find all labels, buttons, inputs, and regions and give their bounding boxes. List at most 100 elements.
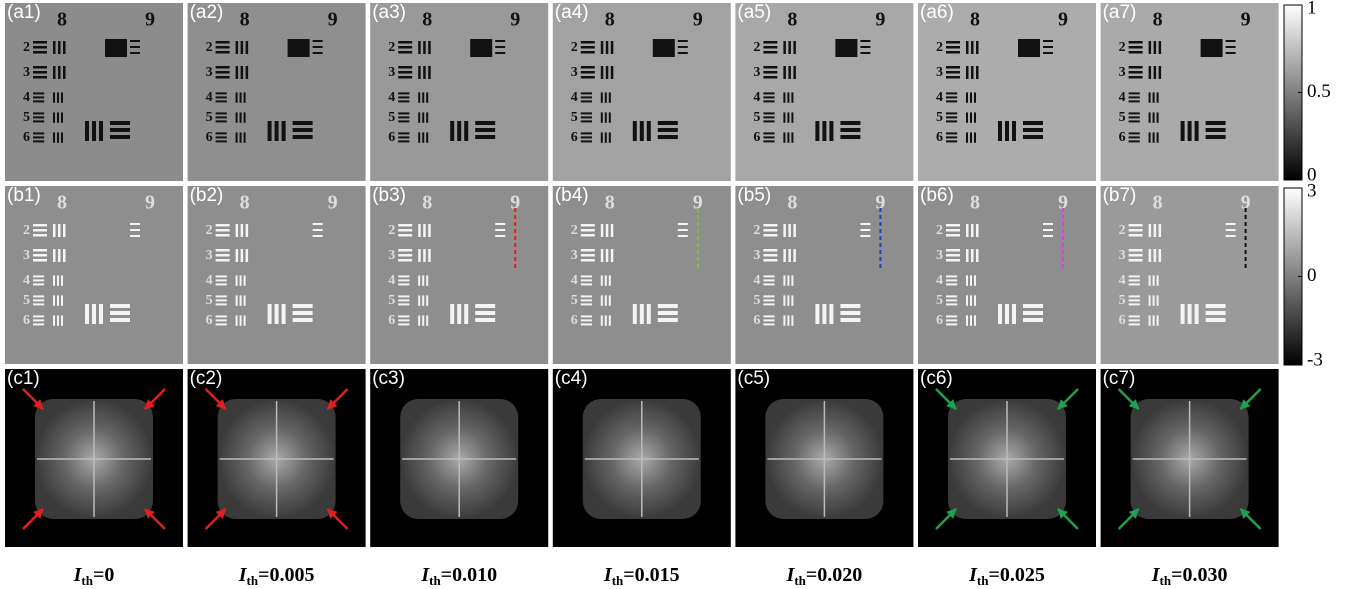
target-bar xyxy=(33,299,44,301)
target-number: 6 xyxy=(1119,130,1126,145)
target-bar xyxy=(53,295,55,305)
target-bar xyxy=(946,249,960,252)
target-bar xyxy=(763,275,774,277)
target-number: 2 xyxy=(753,223,760,238)
panel-label: (a3) xyxy=(372,2,406,23)
target-bar xyxy=(216,71,230,74)
target-bar xyxy=(763,120,774,122)
target-bar xyxy=(763,234,777,237)
target-bar xyxy=(783,66,786,79)
target-bar xyxy=(763,71,777,74)
target-bar xyxy=(633,121,637,141)
target-bar xyxy=(970,295,972,305)
panel-label: (a7) xyxy=(1103,2,1137,23)
target-bar xyxy=(763,76,777,79)
target-bar xyxy=(793,41,796,54)
target-bar xyxy=(581,299,592,301)
target-bar xyxy=(216,66,230,69)
target-bar xyxy=(1129,132,1140,134)
target-bar xyxy=(966,112,968,122)
target-bar xyxy=(763,132,774,134)
target-number: 9 xyxy=(693,9,703,31)
target-bar xyxy=(1012,121,1016,141)
target-bar xyxy=(63,224,66,237)
target-bar xyxy=(791,315,793,325)
target-bar xyxy=(860,223,870,225)
target-bar xyxy=(398,315,409,317)
target-bar xyxy=(791,92,793,102)
target-bar xyxy=(647,304,651,324)
panel-label: (c2) xyxy=(190,368,223,389)
target-number: 9 xyxy=(145,192,155,214)
target-bar xyxy=(791,295,793,305)
target-bar xyxy=(216,234,230,237)
target-bar xyxy=(57,315,59,325)
target-bar xyxy=(236,295,238,305)
target-bar xyxy=(241,66,244,79)
target-bar xyxy=(1206,135,1226,139)
target-bar xyxy=(946,100,957,102)
colorbar-tick-label: -3 xyxy=(1307,349,1323,370)
target-bar xyxy=(53,92,55,102)
target-bar xyxy=(946,96,957,98)
target-number: 8 xyxy=(787,192,797,214)
target-bar xyxy=(581,295,592,297)
target-number: 5 xyxy=(753,293,760,308)
panel-label: (c6) xyxy=(920,368,953,389)
target-bar xyxy=(840,311,860,315)
target-number: 8 xyxy=(240,9,250,31)
target-bar xyxy=(946,275,957,277)
target-bar xyxy=(293,304,313,308)
target-bar xyxy=(422,132,424,142)
target-bar xyxy=(609,112,611,122)
target-bar xyxy=(422,112,424,122)
target-bar xyxy=(1149,249,1152,262)
target-bar xyxy=(275,121,279,141)
target-bar xyxy=(246,224,249,237)
target-number: 2 xyxy=(388,40,395,55)
target-bar xyxy=(783,112,785,122)
threshold-label: Ith=0.030 xyxy=(1151,564,1228,588)
target-bar xyxy=(601,295,603,305)
panel: (c2) xyxy=(188,368,366,547)
target-number: 8 xyxy=(57,9,67,31)
target-bar xyxy=(1023,311,1043,315)
target-bar xyxy=(763,249,777,252)
target-number: 2 xyxy=(206,223,213,238)
target-bar xyxy=(1149,66,1152,79)
target-bar xyxy=(33,76,47,79)
panel: 8923456(b7) xyxy=(1101,185,1279,364)
target-number: 3 xyxy=(571,65,578,80)
target-bar xyxy=(658,135,678,139)
target-bar xyxy=(787,92,789,102)
target-bar xyxy=(33,275,44,277)
target-bar xyxy=(601,41,604,54)
target-bar xyxy=(763,319,774,321)
target-bar xyxy=(33,303,44,305)
target-bar xyxy=(33,71,47,74)
target-bar xyxy=(788,224,791,237)
target-bar xyxy=(1153,132,1155,142)
target-bar xyxy=(110,135,130,139)
target-bar xyxy=(1129,224,1143,227)
target-bar xyxy=(426,112,428,122)
target-number: 5 xyxy=(206,293,213,308)
target-bar xyxy=(1129,140,1140,142)
target-bar xyxy=(236,315,238,325)
target-bar xyxy=(33,224,47,227)
target-bar xyxy=(788,249,791,262)
target-bar xyxy=(33,96,44,98)
target-bar xyxy=(53,249,56,262)
target-number: 3 xyxy=(571,248,578,263)
target-bar xyxy=(423,41,426,54)
target-bar xyxy=(495,235,505,237)
target-bar xyxy=(1129,295,1140,297)
target-bar xyxy=(601,92,603,102)
target-number: 6 xyxy=(206,313,213,328)
target-number: 5 xyxy=(388,110,395,125)
target-bar xyxy=(976,41,979,54)
target-number: 5 xyxy=(23,293,30,308)
target-bar xyxy=(1129,323,1140,325)
target-number: 3 xyxy=(206,248,213,263)
target-bar xyxy=(398,319,409,321)
